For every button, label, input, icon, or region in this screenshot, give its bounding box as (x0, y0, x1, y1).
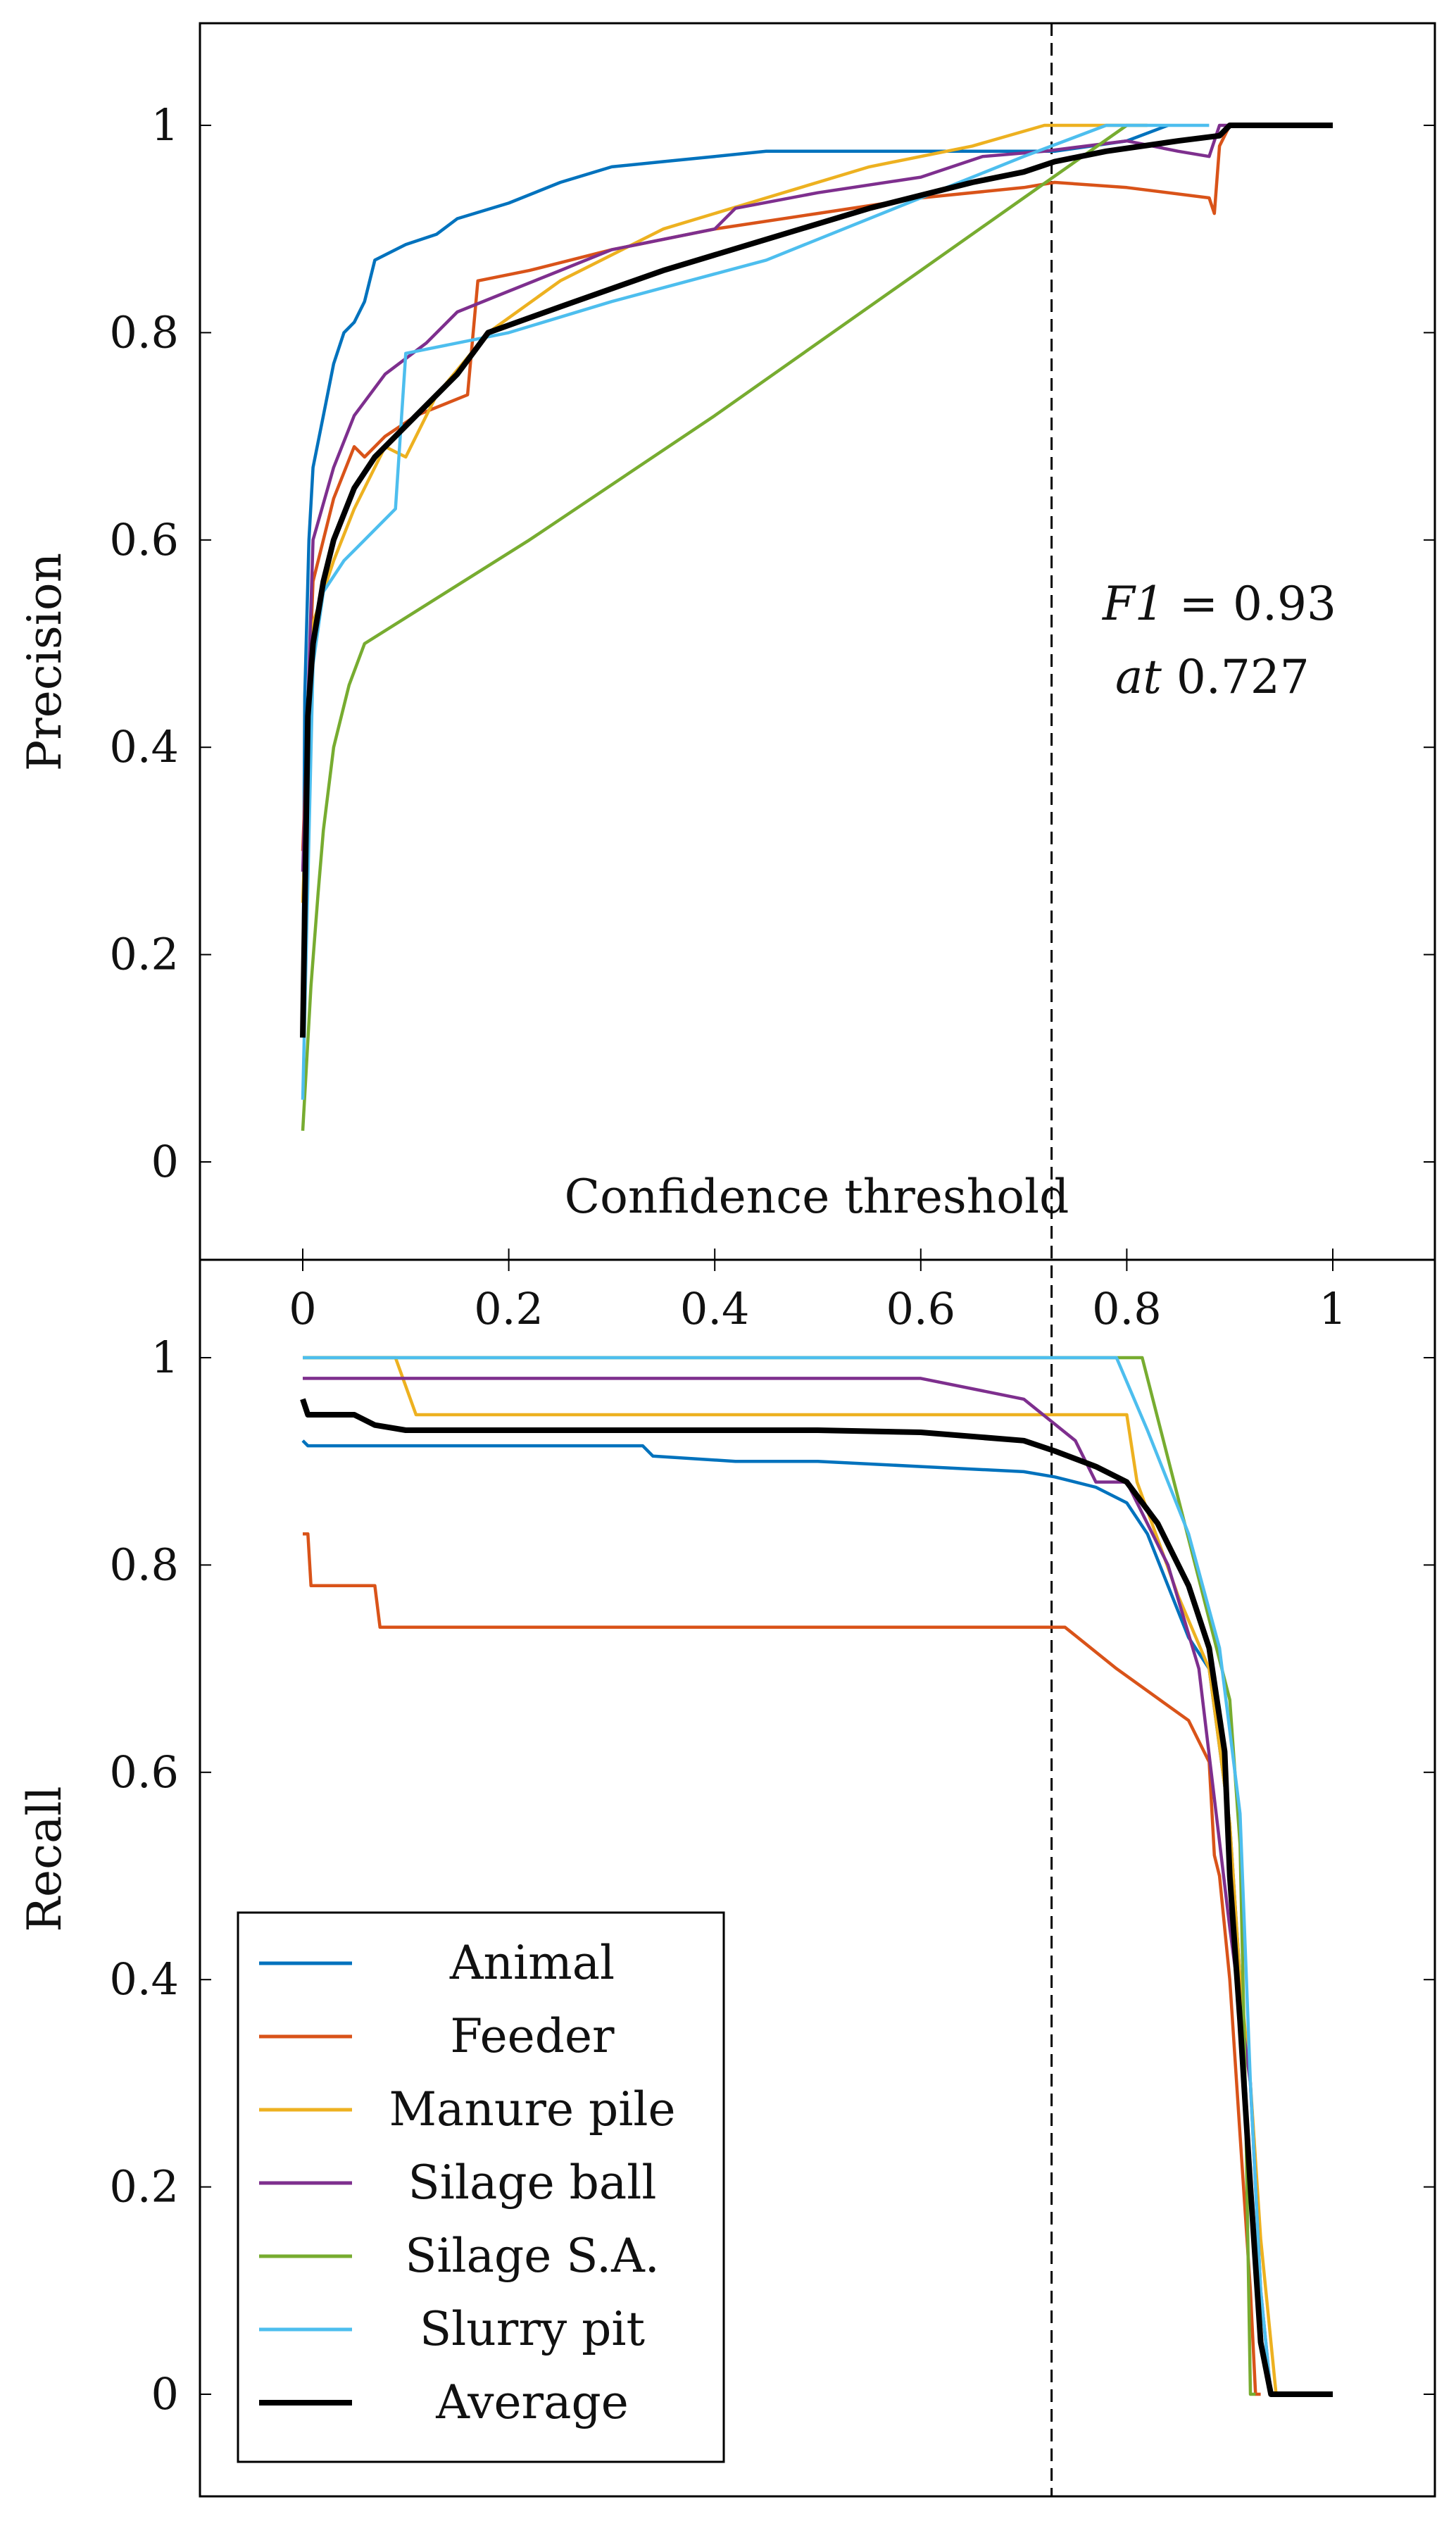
legend-entry-silage-sa: Silage S.A. (259, 2229, 660, 2283)
precision-ytick-label: 0 (151, 1136, 179, 1187)
legend-label: Animal (449, 1936, 615, 1990)
precision-series-feeder (301, 123, 1333, 851)
recall-series-silage-ball (303, 1377, 1273, 2395)
x-tick-labels: 0 0.2 0.4 0.6 0.8 1 (289, 1283, 1346, 1334)
legend: Animal Feeder Manure pile Silage ball Si… (237, 1911, 725, 2463)
precision-ytick-label: 1 (151, 99, 179, 151)
precision-ytick-label: 0.2 (109, 929, 179, 980)
precision-panel-frame (199, 22, 1436, 1261)
legend-label: Manure pile (389, 2082, 675, 2137)
f1-annotation: F1 = 0.93 (1102, 577, 1336, 631)
xtick-label: 0.6 (886, 1283, 955, 1334)
f1-annotation-label: F1 (1102, 577, 1165, 631)
precision-series-animal (301, 123, 1169, 1038)
legend-entry-manure-pile: Manure pile (259, 2082, 676, 2137)
recall-ytick-label: 1 (151, 1332, 179, 1383)
x-axis-title: Confidence threshold (565, 1170, 1069, 1224)
precision-series-silage-ball (301, 123, 1230, 872)
recall-panel-frame (199, 1258, 1436, 2498)
precision-ytick-label: 0.6 (109, 514, 179, 565)
recall-ytick-label: 0.2 (109, 2161, 179, 2213)
threshold-annotation: at 0.727 (1115, 650, 1310, 704)
legend-entry-animal: Animal (259, 1936, 615, 1990)
threshold-annotation-label: at (1115, 650, 1162, 704)
precision-series-silage-s-a (301, 123, 1148, 1131)
recall-series-average (300, 1398, 1333, 2397)
recall-ytick-label: 0.6 (109, 1746, 179, 1798)
legend-entry-feeder: Feeder (259, 2009, 615, 2063)
xtick-label: 0.2 (474, 1283, 544, 1334)
xtick-label: 1 (1319, 1283, 1346, 1334)
legend-box (237, 1911, 725, 2463)
xtick-label: 0.8 (1092, 1283, 1162, 1334)
f1-annotation-value: = 0.93 (1165, 577, 1336, 631)
legend-label: Slurry pit (420, 2302, 645, 2356)
xtick-label: 0 (289, 1283, 316, 1334)
precision-ytick-label: 0.8 (109, 306, 179, 358)
precision-ytick-label: 0.4 (109, 721, 179, 772)
series-layer (300, 123, 1333, 2397)
legend-entry-silage-ball: Silage ball (259, 2156, 656, 2210)
y-tick-labels: 0 0.2 0.4 0.6 0.8 1 0 0.2 0.4 0.6 0.8 1 (109, 99, 179, 2420)
precision-axis-title: Precision (18, 553, 72, 771)
recall-axis-title: Recall (18, 1786, 72, 1932)
threshold-annotation-value: 0.727 (1162, 650, 1310, 704)
precision-series-slurry-pit (301, 123, 1210, 1100)
tick-marks (200, 125, 1435, 2395)
legend-label: Average (435, 2375, 629, 2429)
xtick-label: 0.4 (680, 1283, 750, 1334)
recall-ytick-label: 0 (151, 2368, 179, 2420)
legend-label: Silage ball (408, 2156, 657, 2210)
recall-series-slurry-pit (303, 1356, 1281, 2396)
legend-label: Feeder (450, 2009, 615, 2063)
recall-ytick-label: 0.8 (109, 1539, 179, 1590)
legend-entry-average: Average (259, 2375, 629, 2429)
recall-ytick-label: 0.4 (109, 1953, 179, 2005)
recall-series-feeder (303, 1532, 1261, 2396)
precision-series-average (300, 123, 1333, 1038)
legend-label: Silage S.A. (405, 2229, 660, 2283)
precision-series-manure-pile (301, 123, 1127, 903)
legend-entry-slurry-pit: Slurry pit (259, 2302, 645, 2356)
